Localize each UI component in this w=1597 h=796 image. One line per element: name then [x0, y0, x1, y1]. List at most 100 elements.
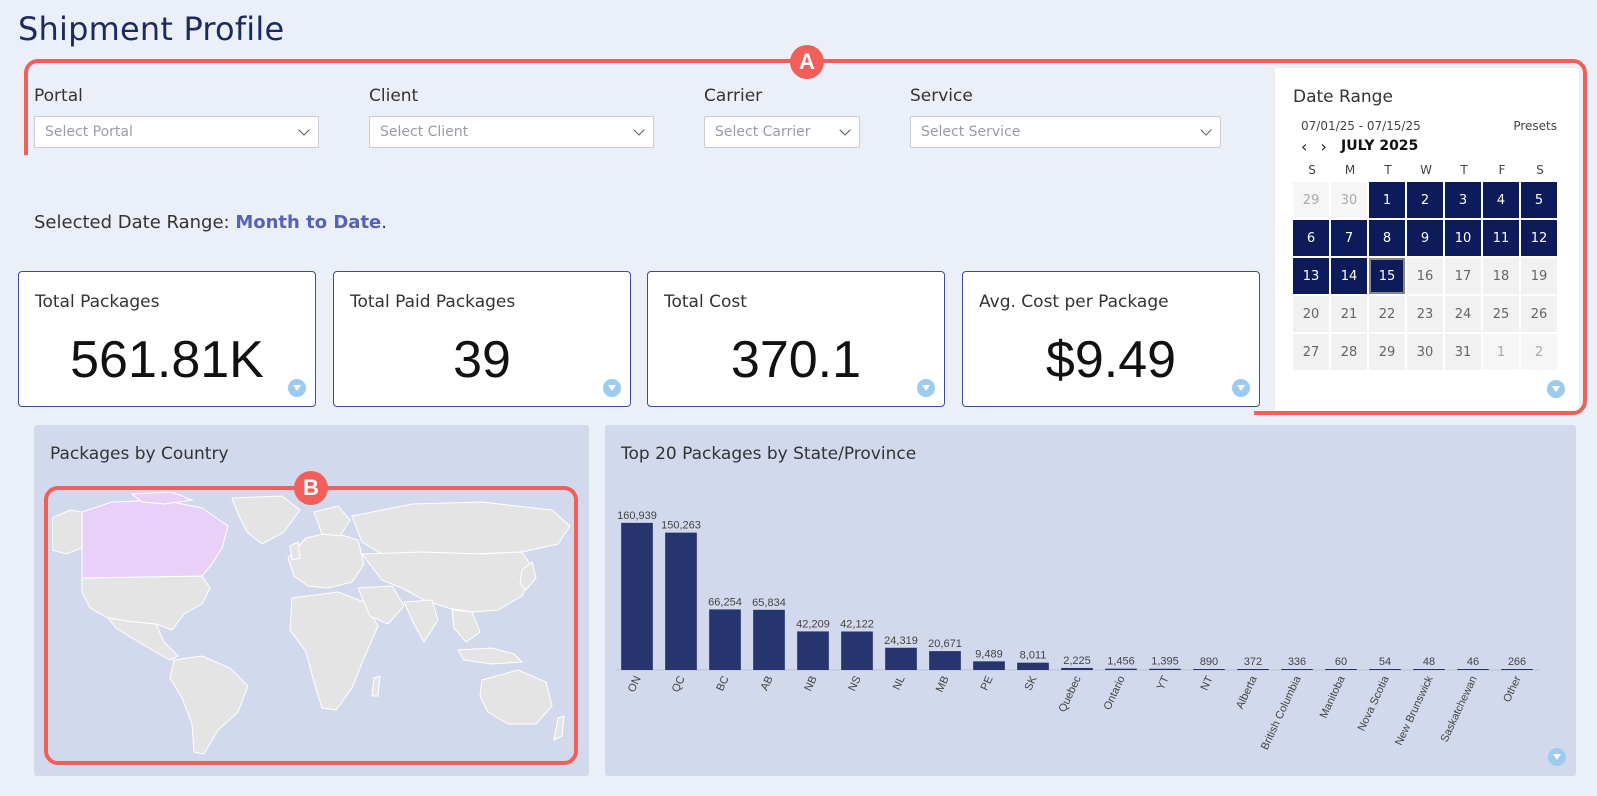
calendar-day[interactable]: 27	[1293, 334, 1329, 370]
calendar-day[interactable]: 14	[1331, 258, 1367, 294]
bar-qc[interactable]	[665, 532, 697, 670]
bar-value-label: 20,671	[928, 638, 962, 650]
bar-sk[interactable]	[1017, 662, 1049, 670]
bar-manitoba[interactable]	[1325, 669, 1357, 670]
bar-bc[interactable]	[709, 609, 741, 670]
date-note-suffix: .	[381, 212, 387, 233]
calendar-day[interactable]: 30	[1331, 182, 1367, 218]
arctic-islands-shape	[130, 492, 194, 505]
filter-icon[interactable]	[1547, 380, 1565, 398]
calendar-day[interactable]: 12	[1521, 220, 1557, 256]
filter-icon[interactable]	[1548, 748, 1566, 766]
category-tick-label: NS	[846, 674, 863, 693]
madagascar-shape	[371, 675, 381, 697]
kpi-avg-cost-per-package: Avg. Cost per Package $9.49	[962, 271, 1260, 407]
new-zealand-shape	[553, 715, 565, 741]
calendar-day[interactable]: 13	[1293, 258, 1329, 294]
filter-icon[interactable]	[1232, 379, 1250, 397]
bar-nb[interactable]	[797, 631, 829, 670]
bar-british-columbia[interactable]	[1281, 669, 1313, 670]
calendar-day[interactable]: 20	[1293, 296, 1329, 332]
bar-yt[interactable]	[1149, 668, 1181, 670]
calendar-day[interactable]: 8	[1369, 220, 1405, 256]
chevron-down-icon	[298, 124, 310, 136]
calendar-day[interactable]: 1	[1483, 334, 1519, 370]
calendar-day[interactable]: 21	[1331, 296, 1367, 332]
calendar-day[interactable]: 30	[1407, 334, 1443, 370]
bar-nt[interactable]	[1193, 669, 1225, 670]
filter-icon[interactable]	[917, 379, 935, 397]
category-tick-label: PE	[979, 674, 996, 692]
calendar-day[interactable]: 2	[1521, 334, 1557, 370]
service-select[interactable]: Select Service	[910, 116, 1221, 148]
bar-value-label: 1,456	[1107, 656, 1135, 668]
calendar-day[interactable]: 29	[1293, 182, 1329, 218]
bar-value-label: 2,225	[1063, 655, 1091, 667]
month-nav-arrows-icon[interactable]: ‹ ›	[1301, 137, 1331, 156]
filter-icon[interactable]	[603, 379, 621, 397]
presets-button[interactable]: Presets	[1513, 119, 1557, 133]
bar-new-brunswick[interactable]	[1413, 669, 1445, 670]
calendar-day[interactable]: 2	[1407, 182, 1443, 218]
category-tick-label: ON	[626, 674, 644, 694]
category-tick-label: Manitoba	[1318, 673, 1348, 720]
service-filter: Service Select Service	[910, 86, 1221, 148]
bar-value-label: 48	[1423, 656, 1435, 668]
indonesia-shape	[457, 647, 524, 665]
calendar-day[interactable]: 25	[1483, 296, 1519, 332]
calendar-day[interactable]: 1	[1369, 182, 1405, 218]
calendar-day[interactable]: 31	[1445, 334, 1481, 370]
bar-value-label: 8,011	[1020, 650, 1047, 662]
bar-nova-scotia[interactable]	[1369, 669, 1401, 670]
weekday-label: S	[1536, 163, 1544, 177]
japan-shape	[519, 561, 537, 591]
bar-value-label: 60	[1335, 656, 1347, 668]
kpi-total-paid-packages: Total Paid Packages 39	[333, 271, 631, 407]
category-tick-label: Nova Scotia	[1356, 673, 1392, 733]
calendar-day[interactable]: 24	[1445, 296, 1481, 332]
bar-ontario[interactable]	[1105, 668, 1137, 670]
calendar-day[interactable]: 23	[1407, 296, 1443, 332]
bar-quebec[interactable]	[1061, 667, 1093, 670]
calendar-day[interactable]: 6	[1293, 220, 1329, 256]
bar-pe[interactable]	[973, 661, 1005, 670]
bar-on[interactable]	[621, 522, 653, 670]
calendar-day[interactable]: 7	[1331, 220, 1367, 256]
client-select[interactable]: Select Client	[369, 116, 654, 148]
calendar-day[interactable]: 22	[1369, 296, 1405, 332]
calendar-day[interactable]: 3	[1445, 182, 1481, 218]
kpi-label: Total Paid Packages	[350, 292, 516, 312]
europe-shape	[287, 531, 365, 589]
bar-mb[interactable]	[929, 651, 961, 670]
calendar-day[interactable]: 17	[1445, 258, 1481, 294]
filter-icon[interactable]	[288, 379, 306, 397]
calendar-day[interactable]: 11	[1483, 220, 1519, 256]
calendar-day[interactable]: 16	[1407, 258, 1443, 294]
world-map[interactable]	[52, 492, 572, 762]
portal-select[interactable]: Select Portal	[34, 116, 319, 148]
kpi-label: Total Cost	[664, 292, 747, 312]
calendar-day[interactable]: 29	[1369, 334, 1405, 370]
portal-filter: Portal Select Portal	[34, 86, 319, 148]
bar-ab[interactable]	[753, 609, 785, 670]
calendar-day[interactable]: 18	[1483, 258, 1519, 294]
calendar-day[interactable]: 5	[1521, 182, 1557, 218]
calendar-day[interactable]: 15	[1369, 258, 1405, 294]
date-range-value[interactable]: 07/01/25 - 07/15/25	[1301, 119, 1421, 133]
carrier-select[interactable]: Select Carrier	[704, 116, 860, 148]
calendar-day[interactable]: 10	[1445, 220, 1481, 256]
weekday-label: T	[1460, 163, 1468, 177]
calendar-day[interactable]: 9	[1407, 220, 1443, 256]
bar-ns[interactable]	[841, 631, 873, 670]
calendar-day[interactable]: 28	[1331, 334, 1367, 370]
category-tick-label: Ontario	[1102, 674, 1128, 712]
calendar-day[interactable]: 4	[1483, 182, 1519, 218]
category-tick-label: British Columbia	[1259, 673, 1304, 751]
bar-alberta[interactable]	[1237, 669, 1269, 670]
calendar-day[interactable]: 19	[1521, 258, 1557, 294]
bar-saskatchewan[interactable]	[1457, 669, 1489, 670]
kpi-value: 39	[453, 331, 511, 389]
calendar-day[interactable]: 26	[1521, 296, 1557, 332]
bar-nl[interactable]	[885, 647, 917, 670]
bar-other[interactable]	[1501, 669, 1533, 670]
